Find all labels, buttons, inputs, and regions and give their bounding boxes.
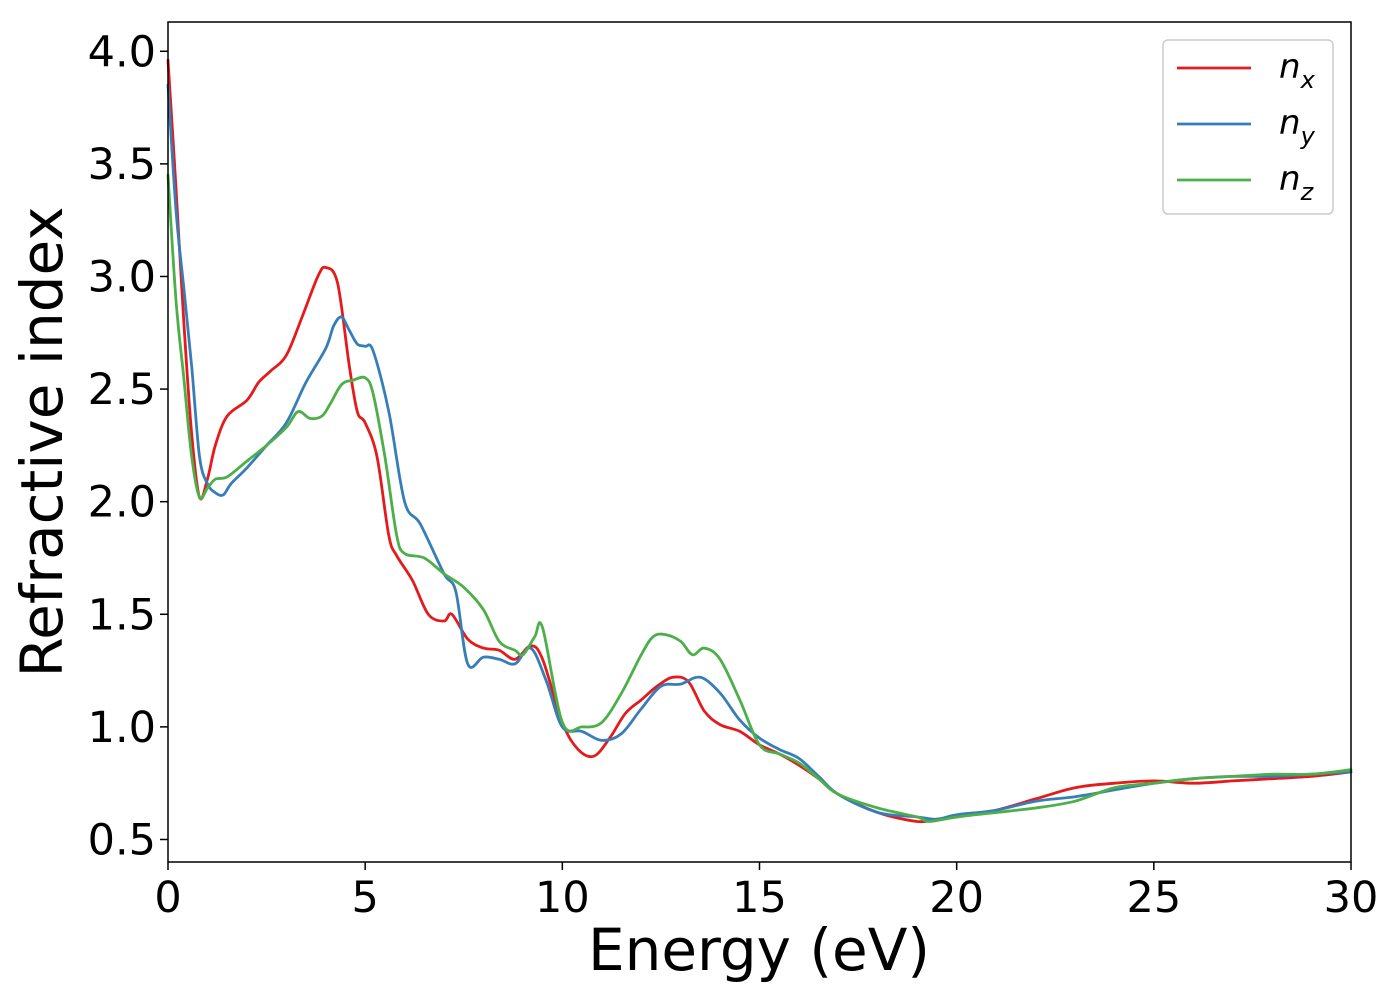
series-layer	[166, 58, 1353, 824]
x-axis: 0 5 10 15 20 25 30	[154, 862, 1378, 923]
y-tick-label: 3.0	[88, 252, 156, 302]
legend-label-subscript: y	[1300, 122, 1316, 150]
series-line-z	[166, 173, 1353, 823]
legend-box	[1162, 39, 1334, 215]
x-tick-label: 25	[1126, 873, 1181, 923]
y-tick-label: 2.5	[88, 365, 156, 415]
y-tick-label: 3.5	[88, 140, 156, 190]
x-tick-label: 0	[154, 873, 181, 923]
x-tick-label: 30	[1324, 873, 1379, 923]
x-tick-label: 20	[929, 873, 984, 923]
x-tick-label: 15	[732, 873, 787, 923]
x-tick-label: 10	[535, 873, 590, 923]
plot-area	[168, 22, 1351, 862]
y-tick-label: 1.5	[88, 590, 156, 640]
y-tick-label: 1.0	[88, 703, 156, 753]
y-axis-title: Refractive index	[8, 206, 76, 677]
legend-label-z: nz	[1279, 159, 1315, 206]
legend-label-subscript: x	[1300, 66, 1316, 94]
series-line-y	[166, 83, 1353, 821]
y-tick-label: 4.0	[88, 27, 156, 77]
x-axis-title: Energy (eV)	[588, 916, 930, 984]
y-tick-label: 0.5	[88, 815, 156, 865]
y-axis: 0.5 1.0 1.5 2.0 2.5 3.0 3.5 4.0	[88, 27, 168, 865]
x-tick-label: 5	[351, 873, 378, 923]
y-tick-label: 2.0	[88, 478, 156, 528]
legend-label-subscript: z	[1300, 178, 1315, 206]
